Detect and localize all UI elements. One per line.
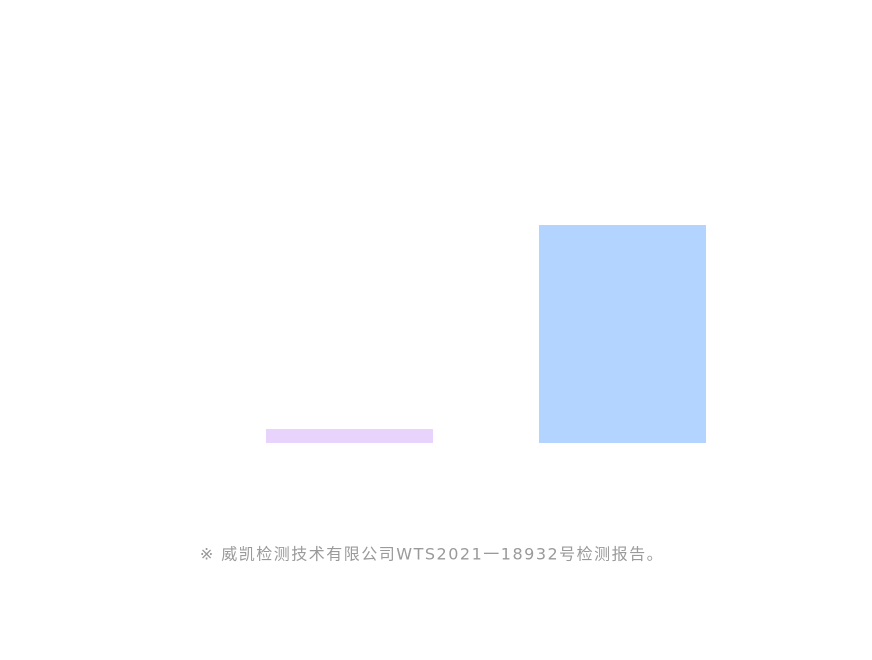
bar — [265, 429, 434, 443]
bar — [538, 225, 707, 443]
footnote: ※ 威凯检测技术有限公司WTS2021一18932号检测报告。 — [200, 545, 664, 564]
